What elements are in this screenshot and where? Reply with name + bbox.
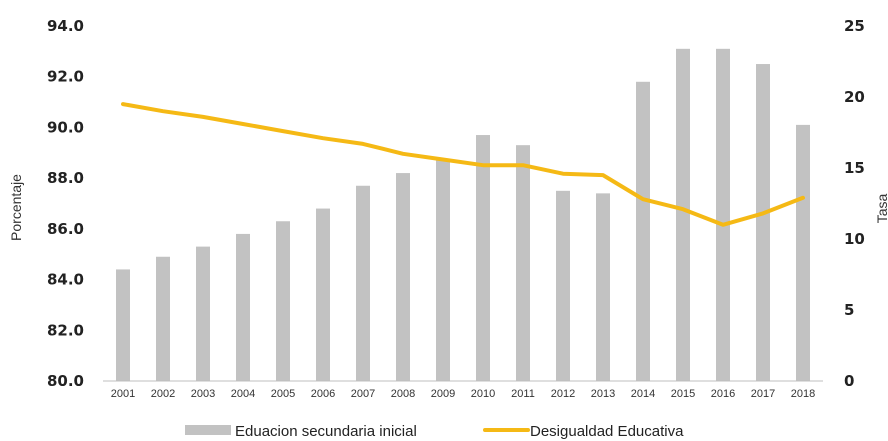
bar-2014 bbox=[636, 81, 650, 382]
bar-2005 bbox=[276, 221, 290, 381]
x-axis-ticks: 2001 2002 2003 2004 2005 2006 2007 2008 2009 2010… bbox=[111, 388, 815, 400]
bar-2016 bbox=[716, 48, 730, 381]
bar-series bbox=[116, 48, 810, 382]
x-tick-label: 2013 bbox=[591, 388, 615, 400]
left-tick-label: 86.0 bbox=[47, 220, 84, 238]
left-axis-ticks: 80.0 82.0 84.0 86.0 88.0 90.0 92.0 94.0 bbox=[47, 17, 84, 390]
x-tick-label: 2014 bbox=[631, 388, 655, 400]
left-tick-label: 92.0 bbox=[47, 68, 84, 86]
bar-2007 bbox=[356, 185, 370, 381]
left-tick-label: 84.0 bbox=[47, 271, 84, 289]
x-tick-label: 2012 bbox=[551, 388, 575, 400]
left-tick-label: 82.0 bbox=[47, 321, 84, 339]
x-tick-label: 2015 bbox=[671, 388, 695, 400]
x-tick-label: 2009 bbox=[431, 388, 455, 400]
bar-2009 bbox=[436, 160, 450, 381]
right-tick-label: 25 bbox=[844, 17, 865, 35]
bar-2012 bbox=[556, 190, 570, 381]
x-tick-label: 2005 bbox=[271, 388, 295, 400]
x-tick-label: 2018 bbox=[791, 388, 815, 400]
bar-2011 bbox=[516, 145, 530, 381]
right-axis-title: Tasa bbox=[874, 194, 888, 224]
legend: Eduacion secundaria inicial Desigualdad … bbox=[185, 423, 684, 440]
bar-2008 bbox=[396, 173, 410, 381]
right-tick-label: 5 bbox=[844, 301, 854, 319]
legend-line-label: Desigualdad Educativa bbox=[530, 423, 684, 440]
left-axis-title: Porcentaje bbox=[8, 174, 24, 241]
right-tick-label: 0 bbox=[844, 372, 854, 390]
bar-2013 bbox=[596, 193, 610, 381]
left-tick-label: 88.0 bbox=[47, 169, 84, 187]
x-tick-label: 2010 bbox=[471, 388, 495, 400]
left-tick-label: 80.0 bbox=[47, 372, 84, 390]
bar-2010 bbox=[476, 135, 490, 381]
left-tick-label: 94.0 bbox=[47, 17, 84, 35]
x-tick-label: 2008 bbox=[391, 388, 415, 400]
bar-2018 bbox=[796, 124, 810, 382]
x-tick-label: 2002 bbox=[151, 388, 175, 400]
x-tick-label: 2007 bbox=[351, 388, 375, 400]
bar-2006 bbox=[316, 208, 330, 381]
legend-bar-swatch bbox=[185, 425, 231, 435]
right-tick-label: 20 bbox=[844, 88, 865, 106]
right-tick-label: 10 bbox=[844, 230, 865, 248]
legend-bar-label: Eduacion secundaria inicial bbox=[235, 423, 417, 440]
bar-2017 bbox=[756, 64, 770, 382]
x-tick-label: 2006 bbox=[311, 388, 335, 400]
left-tick-label: 90.0 bbox=[47, 118, 84, 136]
bar-2002 bbox=[156, 256, 170, 381]
bar-2015 bbox=[676, 48, 690, 381]
x-tick-label: 2003 bbox=[191, 388, 215, 400]
x-tick-label: 2001 bbox=[111, 388, 135, 400]
bar-2001 bbox=[116, 269, 130, 381]
right-tick-label: 15 bbox=[844, 159, 865, 177]
bar-2004 bbox=[236, 233, 250, 381]
bar-2003 bbox=[196, 246, 210, 381]
x-tick-label: 2017 bbox=[751, 388, 775, 400]
x-tick-label: 2011 bbox=[511, 388, 535, 400]
right-axis-ticks: 0 5 10 15 20 25 bbox=[844, 17, 865, 390]
x-tick-label: 2004 bbox=[231, 388, 255, 400]
x-tick-label: 2016 bbox=[711, 388, 735, 400]
line-series bbox=[121, 102, 805, 227]
